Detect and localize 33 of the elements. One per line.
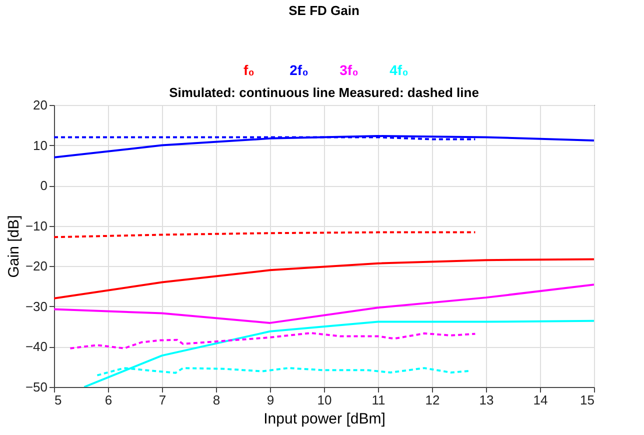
x-tick-label: 11 — [372, 392, 386, 408]
line-series — [54, 284, 594, 324]
x-axis-title: Input power [dBm] — [264, 410, 386, 428]
x-tick-label: 13 — [479, 392, 494, 408]
line-series — [96, 367, 471, 376]
y-tick-label: −40 — [25, 339, 48, 354]
text: 3f₀ — [340, 62, 358, 78]
y-tick-label: −50 — [25, 380, 48, 394]
x-tick-label: 9 — [266, 392, 274, 408]
y-tick-label: −30 — [25, 298, 48, 314]
x-tick-label: 14 — [533, 392, 548, 408]
text: 2f₀ — [290, 62, 308, 78]
y-tick-label: 10 — [33, 138, 48, 153]
x-tick-label: 15 — [580, 392, 594, 408]
line-series — [54, 135, 594, 158]
line-series — [83, 320, 594, 387]
x-tick-label: 5 — [54, 392, 62, 408]
text: 4f₀ — [390, 62, 408, 78]
chart-title: SE FD Gain — [288, 3, 360, 18]
x-tick-label: 8 — [212, 392, 220, 408]
y-tick-label: 0 — [40, 178, 48, 194]
x-tick-label: 6 — [104, 392, 112, 408]
x-tick-label: 7 — [158, 392, 166, 408]
y-tick-label: 20 — [33, 98, 48, 112]
line-series — [54, 258, 594, 300]
text: f₀ — [244, 62, 254, 78]
y-axis-title: Gain [dB] — [5, 215, 22, 278]
line-series — [69, 332, 476, 350]
chart-subtitle: Simulated: continuous line Measured: dashed line — [169, 85, 479, 100]
y-tick-label: −20 — [25, 258, 48, 274]
x-tick-label: 12 — [425, 392, 440, 408]
x-tick-label: 10 — [317, 392, 332, 408]
y-tick-label: −10 — [25, 218, 48, 234]
